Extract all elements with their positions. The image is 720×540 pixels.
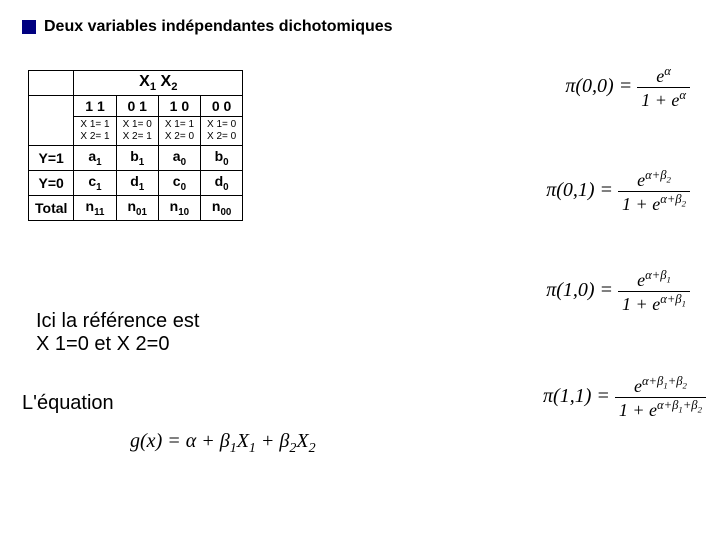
table-row-header-blank bbox=[29, 96, 74, 146]
title-row: Deux variables indépendantes dichotomiqu… bbox=[22, 18, 393, 36]
cell: b0 bbox=[201, 146, 243, 171]
col-header: 1 1 bbox=[74, 96, 116, 117]
table-row: Y=0 c1 d1 c0 d0 bbox=[29, 170, 243, 195]
table-header-span: X1 X2 bbox=[74, 71, 243, 96]
col-subheader: X 1= 0X 2= 0 bbox=[201, 117, 243, 146]
formula-gx: g(x) = α + β1X1 + β2X2 bbox=[130, 430, 316, 457]
formula-pi10: π(1,0) = eα+β1 1 + eα+β1 bbox=[546, 268, 690, 315]
cell: d0 bbox=[201, 170, 243, 195]
col-header: 0 0 bbox=[201, 96, 243, 117]
col-header: 1 0 bbox=[158, 96, 200, 117]
cell: n00 bbox=[201, 195, 243, 220]
equation-label: L'équation bbox=[22, 392, 114, 415]
contingency-table: X1 X2 1 1 0 1 1 0 0 0 X 1= 1X 2= 1 X 1= … bbox=[28, 70, 243, 221]
table-row: Total n11 n01 n10 n00 bbox=[29, 195, 243, 220]
formula-pi01: π(0,1) = eα+β2 1 + eα+β2 bbox=[546, 168, 690, 215]
table-row: Y=1 a1 b1 a0 b0 bbox=[29, 146, 243, 171]
cell: n01 bbox=[116, 195, 158, 220]
formula-pi00: π(0,0) = eα 1 + eα bbox=[565, 64, 690, 111]
col-subheader: X 1= 1X 2= 0 bbox=[158, 117, 200, 146]
bullet-icon bbox=[22, 20, 36, 34]
cell: c1 bbox=[74, 170, 116, 195]
cell: b1 bbox=[116, 146, 158, 171]
row-label: Y=0 bbox=[29, 170, 74, 195]
row-label: Total bbox=[29, 195, 74, 220]
cell: c0 bbox=[158, 170, 200, 195]
cell: n10 bbox=[158, 195, 200, 220]
cell: a0 bbox=[158, 146, 200, 171]
formula-pi11: π(1,1) = eα+β1+β2 1 + eα+β1+β2 bbox=[543, 374, 706, 421]
page-title: Deux variables indépendantes dichotomiqu… bbox=[44, 18, 393, 36]
row-label: Y=1 bbox=[29, 146, 74, 171]
col-subheader: X 1= 0X 2= 1 bbox=[116, 117, 158, 146]
col-header: 0 1 bbox=[116, 96, 158, 117]
cell: d1 bbox=[116, 170, 158, 195]
col-subheader: X 1= 1X 2= 1 bbox=[74, 117, 116, 146]
cell: a1 bbox=[74, 146, 116, 171]
reference-text: Ici la référence est X 1=0 et X 2=0 bbox=[36, 310, 199, 356]
cell: n11 bbox=[74, 195, 116, 220]
table-corner bbox=[29, 71, 74, 96]
